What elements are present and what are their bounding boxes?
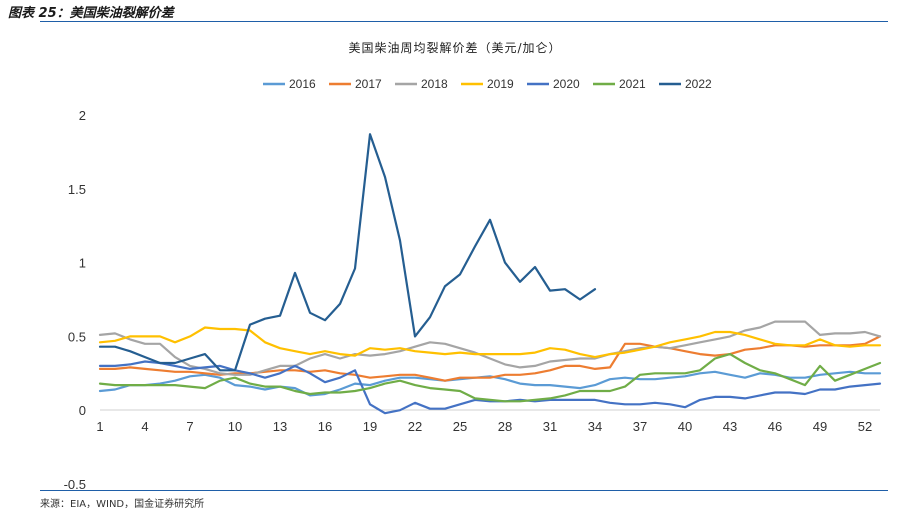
x-tick-label: 28 (498, 419, 512, 434)
top-divider (40, 21, 888, 22)
x-tick-label: 49 (813, 419, 827, 434)
series-line-2016 (98, 370, 882, 397)
source-note: 来源：EIA，WIND，国金证券研究所 (40, 499, 205, 510)
legend-label: 2020 (553, 77, 580, 91)
x-axis: 1 4 7 10 13 16 19 22 25 28 31 34 37 40 43 46 49 52 (96, 419, 872, 434)
y-tick-label: 1.5 (68, 182, 86, 197)
x-tick-label: 37 (633, 419, 647, 434)
legend-label: 2016 (289, 77, 316, 91)
y-tick-label: 1 (79, 256, 86, 271)
series-line-2021 (98, 353, 882, 403)
x-tick-label: 40 (678, 419, 692, 434)
chart-legend: 2016 2017 2018 2019 2020 2021 2022 (263, 77, 712, 91)
x-tick-label: 52 (858, 419, 872, 434)
legend-item-2018: 2018 (395, 77, 448, 91)
bottom-divider (40, 490, 888, 491)
x-tick-label: 25 (453, 419, 467, 434)
y-tick-label: 2 (79, 108, 86, 123)
x-tick-label: 7 (186, 419, 193, 434)
figure-title: 图表 25：美国柴油裂解价差 (8, 6, 174, 21)
series-line-2019 (98, 326, 882, 359)
legend-label: 2018 (421, 77, 448, 91)
x-tick-label: 22 (408, 419, 422, 434)
x-tick-label: 10 (228, 419, 242, 434)
y-tick-label: 0 (79, 403, 86, 418)
x-tick-label: 13 (273, 419, 287, 434)
legend-label: 2019 (487, 77, 514, 91)
x-tick-label: 34 (588, 419, 602, 434)
y-tick-label: 0.5 (68, 329, 86, 344)
legend-label: 2022 (685, 77, 712, 91)
plot-area (98, 133, 882, 415)
legend-item-2019: 2019 (461, 77, 514, 91)
x-tick-label: 19 (363, 419, 377, 434)
legend-item-2017: 2017 (329, 77, 382, 91)
x-tick-label: 43 (723, 419, 737, 434)
legend-item-2016: 2016 (263, 77, 316, 91)
legend-item-2022: 2022 (659, 77, 712, 91)
legend-label: 2021 (619, 77, 646, 91)
series-line-2022 (98, 133, 597, 372)
x-tick-label: 31 (543, 419, 557, 434)
series-line-2020 (98, 360, 882, 415)
y-tick-label: -0.5 (64, 477, 86, 492)
x-tick-label: 4 (141, 419, 148, 434)
x-tick-label: 16 (318, 419, 332, 434)
chart-title: 美国柴油周均裂解价差（美元/加仑） (348, 41, 561, 55)
y-axis: 2 1.5 1 0.5 0 -0.5 (64, 108, 86, 492)
legend-label: 2017 (355, 77, 382, 91)
x-tick-label: 1 (96, 419, 103, 434)
legend-item-2020: 2020 (527, 77, 580, 91)
legend-item-2021: 2021 (593, 77, 646, 91)
x-tick-label: 46 (768, 419, 782, 434)
series-line-2018 (98, 320, 882, 376)
